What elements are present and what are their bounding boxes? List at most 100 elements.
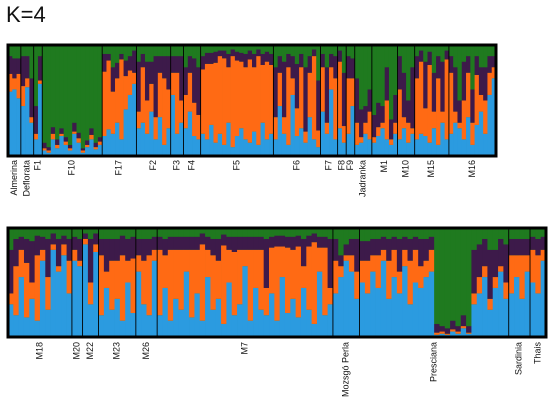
- bar-segment-blue: [213, 142, 219, 156]
- bar-segment-green: [167, 228, 174, 237]
- bar-segment-orange: [97, 141, 103, 145]
- bar-segment-purple: [252, 53, 257, 68]
- bar-segment-purple: [200, 56, 206, 70]
- bar-segment-blue: [519, 298, 526, 337]
- group-label: M26: [141, 342, 151, 360]
- bar-segment-blue: [324, 133, 330, 156]
- bar-segment-purple: [428, 236, 435, 250]
- bar-segment-green: [412, 228, 419, 237]
- bar-segment-orange: [237, 249, 243, 305]
- bar-segment-orange: [343, 255, 350, 261]
- bar-segment-purple: [77, 238, 83, 261]
- bar-segment-green: [204, 45, 210, 53]
- bar-segment-blue: [127, 94, 133, 156]
- bar-segment-blue: [466, 333, 472, 337]
- bar-segment-green: [260, 45, 266, 54]
- bar-segment-green: [376, 45, 381, 103]
- bar-segment-blue: [55, 271, 62, 337]
- bar-segment-blue: [258, 309, 265, 337]
- bar-segment-orange: [45, 277, 51, 310]
- bar-segment-purple: [444, 328, 451, 334]
- bar-segment-purple: [123, 60, 129, 77]
- chart-title: K=4: [6, 2, 46, 27]
- bar-segment-green: [470, 45, 475, 90]
- bar-segment-green: [514, 228, 520, 239]
- bar-segment-orange: [55, 266, 62, 272]
- bar-segment-green: [348, 228, 355, 239]
- bar-segment-purple: [407, 238, 414, 261]
- bar-segment-green: [25, 45, 30, 57]
- bar-segment-orange: [431, 111, 437, 129]
- bar-segment-orange: [540, 249, 547, 261]
- bar-segment-green: [311, 228, 318, 234]
- bar-segment-orange: [136, 111, 142, 129]
- bar-segment-purple: [491, 56, 497, 68]
- bar-segment-purple: [461, 61, 467, 101]
- bar-segment-purple: [82, 233, 89, 239]
- bar-segment-purple: [397, 56, 403, 90]
- bar-segment-orange: [192, 102, 197, 137]
- bar-segment-orange: [269, 64, 274, 134]
- bar-segment-green: [482, 228, 488, 239]
- bar-segment-green: [189, 228, 195, 237]
- bar-segment-green: [59, 45, 64, 129]
- bar-segment-orange: [427, 64, 433, 143]
- bar-segment-green: [367, 45, 373, 90]
- bar-segment-orange: [279, 246, 286, 278]
- bar-segment-blue: [418, 287, 424, 337]
- bar-segment-purple: [231, 236, 238, 252]
- bar-segment-green: [290, 45, 296, 57]
- bar-segment-orange: [149, 83, 154, 112]
- bar-segment-green: [498, 228, 504, 239]
- bar-segment-orange: [85, 144, 90, 148]
- bar-segment-purple: [8, 249, 14, 294]
- bar-segment-green: [34, 228, 41, 236]
- bar-segment-orange: [109, 260, 115, 310]
- bar-segment-orange: [284, 247, 291, 314]
- bar-segment-orange: [82, 238, 89, 245]
- bar-segment-orange: [8, 293, 14, 305]
- bar-segment-purple: [320, 53, 326, 68]
- bar-segment-purple: [144, 61, 150, 101]
- group-label: M16: [467, 160, 477, 178]
- group-label: F3: [171, 160, 181, 171]
- bar-segment-blue: [183, 271, 190, 337]
- bar-segment-blue: [18, 277, 25, 337]
- bar-segment-blue: [103, 287, 110, 337]
- bar-segment-green: [162, 228, 169, 239]
- bar-segment-green: [444, 228, 451, 329]
- bar-segment-green: [364, 228, 371, 242]
- bar-segment-green: [350, 45, 356, 59]
- bar-segment-orange: [281, 117, 287, 134]
- panel-bottom: M18 M20 M22 M23 M26 M7 Mozsgó Perla Presciana Sa…: [6, 226, 548, 397]
- bar-segment-green: [284, 228, 291, 237]
- bar-segment-blue: [23, 317, 30, 337]
- bar-segment-blue: [450, 331, 456, 337]
- bar-segment-blue: [173, 298, 179, 337]
- bar-segment-purple: [316, 80, 321, 131]
- bar-segment-blue: [363, 133, 368, 156]
- bar-segment-orange: [380, 122, 386, 129]
- bar-segment-blue: [115, 122, 120, 156]
- bar-segment-blue: [149, 111, 154, 156]
- bar-segment-blue: [540, 260, 547, 337]
- panel-frame: [6, 43, 498, 158]
- bar-segment-green: [388, 45, 394, 120]
- bar-segment-purple: [204, 52, 210, 64]
- bar-segment-green: [12, 45, 17, 59]
- bar-segment-purple: [42, 142, 47, 149]
- bar-segment-blue: [269, 293, 275, 337]
- bar-segment-purple: [396, 238, 403, 272]
- bar-segment-green: [231, 228, 238, 237]
- bar-segment-green: [45, 228, 51, 239]
- bar-segment-green: [114, 228, 121, 239]
- bar-segment-orange: [397, 89, 403, 140]
- bar-segment-purple: [311, 233, 318, 243]
- bar-segment-green: [242, 228, 249, 237]
- bar-segment-orange: [322, 247, 328, 316]
- bar-segment-green: [281, 45, 287, 62]
- bar-segment-purple: [242, 236, 249, 250]
- bar-segment-orange: [61, 244, 67, 256]
- bar-segment-blue: [503, 298, 510, 337]
- bar-segment-blue: [66, 293, 73, 337]
